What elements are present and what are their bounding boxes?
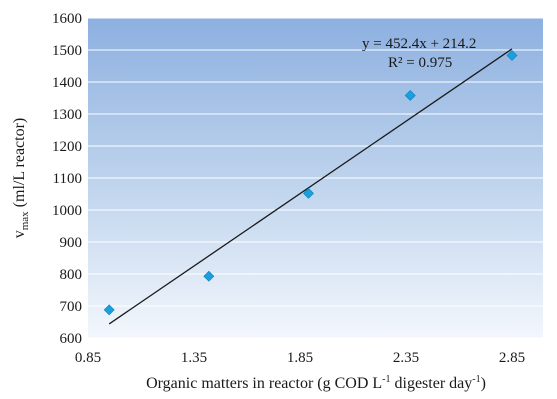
y-tick-label: 900 <box>60 235 83 251</box>
trendline-equation: y = 452.4x + 214.2 <box>362 36 476 52</box>
x-tick-label: 0.85 <box>75 350 101 366</box>
x-tick-label: 1.35 <box>181 350 207 366</box>
y-axis-title: vmax (ml/L reactor) <box>11 118 31 239</box>
y-tick-label: 1400 <box>52 75 82 91</box>
y-tick-label: 1200 <box>52 139 82 155</box>
y-tick-label: 1100 <box>53 171 82 187</box>
data-point <box>103 304 115 316</box>
trendline-r2: R² = 0.975 <box>388 55 452 71</box>
y-tick-label: 1600 <box>52 11 82 27</box>
data-point <box>303 187 314 199</box>
y-tick-label: 700 <box>60 299 83 315</box>
x-tick-label: 2.35 <box>393 350 419 366</box>
x-tick-labels: 0.85 1.35 1.85 2.35 2.85 <box>75 350 525 366</box>
x-axis-title: Organic matters in reactor (g COD L-1 di… <box>146 374 486 392</box>
x-tick-label: 2.85 <box>499 350 525 366</box>
y-tick-label: 1000 <box>52 203 82 219</box>
x-tick-label: 1.85 <box>287 350 313 366</box>
trendline-group <box>108 48 513 325</box>
data-points <box>103 50 518 316</box>
y-tick-label: 800 <box>60 267 83 283</box>
y-tick-label: 1500 <box>52 43 82 59</box>
data-point <box>203 270 215 282</box>
y-tick-label: 1300 <box>52 107 82 123</box>
y-tick-labels: 600 700 800 900 1000 1100 1200 1300 1400 1500 1600 <box>52 11 82 347</box>
trendline <box>108 48 513 325</box>
y-tick-label: 600 <box>60 331 83 347</box>
gridlines <box>88 17 543 339</box>
data-point <box>506 50 518 61</box>
data-point <box>404 90 416 101</box>
